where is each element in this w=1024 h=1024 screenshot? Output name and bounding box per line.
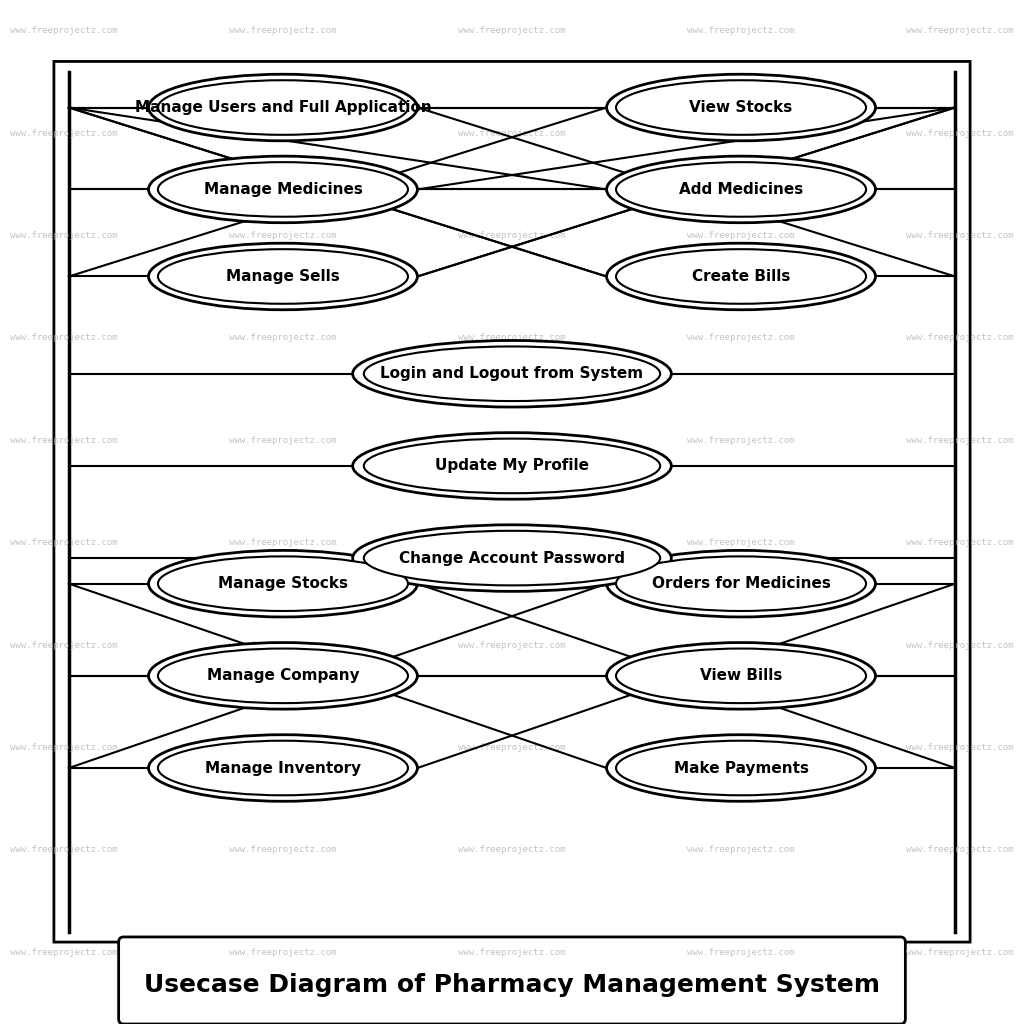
Text: Update My Profile: Update My Profile xyxy=(435,459,589,473)
Ellipse shape xyxy=(616,648,866,703)
Ellipse shape xyxy=(606,157,876,223)
Text: www.freeprojectz.com: www.freeprojectz.com xyxy=(906,641,1014,649)
Text: www.freeprojectz.com: www.freeprojectz.com xyxy=(687,948,795,956)
Ellipse shape xyxy=(148,735,418,801)
Ellipse shape xyxy=(364,530,660,586)
Text: Add Medicines: Add Medicines xyxy=(679,182,803,197)
Text: Manage Inventory: Manage Inventory xyxy=(205,761,361,775)
Text: www.freeprojectz.com: www.freeprojectz.com xyxy=(687,129,795,137)
Text: www.freeprojectz.com: www.freeprojectz.com xyxy=(10,539,118,547)
Text: www.freeprojectz.com: www.freeprojectz.com xyxy=(229,334,337,342)
Ellipse shape xyxy=(158,740,408,796)
Text: www.freeprojectz.com: www.freeprojectz.com xyxy=(459,129,565,137)
Text: www.freeprojectz.com: www.freeprojectz.com xyxy=(10,743,118,752)
Text: www.freeprojectz.com: www.freeprojectz.com xyxy=(10,129,118,137)
Ellipse shape xyxy=(364,346,660,401)
Text: www.freeprojectz.com: www.freeprojectz.com xyxy=(687,334,795,342)
Ellipse shape xyxy=(606,551,876,616)
Text: www.freeprojectz.com: www.freeprojectz.com xyxy=(459,231,565,240)
Text: Create Bills: Create Bills xyxy=(692,269,791,284)
Text: www.freeprojectz.com: www.freeprojectz.com xyxy=(906,231,1014,240)
Text: www.freeprojectz.com: www.freeprojectz.com xyxy=(687,743,795,752)
Text: Manage Medicines: Manage Medicines xyxy=(204,182,362,197)
Ellipse shape xyxy=(606,735,876,801)
Text: www.freeprojectz.com: www.freeprojectz.com xyxy=(229,846,337,854)
FancyBboxPatch shape xyxy=(119,937,905,1024)
Ellipse shape xyxy=(352,340,672,407)
Text: www.freeprojectz.com: www.freeprojectz.com xyxy=(10,846,118,854)
Ellipse shape xyxy=(158,648,408,703)
Text: View Bills: View Bills xyxy=(699,669,782,683)
Text: Manage Company: Manage Company xyxy=(207,669,359,683)
Text: Change Account Password: Change Account Password xyxy=(399,551,625,565)
Text: Make Payments: Make Payments xyxy=(674,761,809,775)
Text: www.freeprojectz.com: www.freeprojectz.com xyxy=(906,539,1014,547)
Ellipse shape xyxy=(148,551,418,616)
Text: www.freeprojectz.com: www.freeprojectz.com xyxy=(229,129,337,137)
Ellipse shape xyxy=(364,438,660,494)
Text: www.freeprojectz.com: www.freeprojectz.com xyxy=(459,846,565,854)
Text: www.freeprojectz.com: www.freeprojectz.com xyxy=(229,27,337,35)
Text: www.freeprojectz.com: www.freeprojectz.com xyxy=(459,641,565,649)
Ellipse shape xyxy=(616,80,866,135)
Text: www.freeprojectz.com: www.freeprojectz.com xyxy=(229,231,337,240)
Ellipse shape xyxy=(148,157,418,223)
Text: Manage Users and Full Application: Manage Users and Full Application xyxy=(134,100,431,115)
Text: Manage Sells: Manage Sells xyxy=(226,269,340,284)
Text: www.freeprojectz.com: www.freeprojectz.com xyxy=(459,334,565,342)
Ellipse shape xyxy=(158,556,408,611)
Ellipse shape xyxy=(148,643,418,709)
Text: www.freeprojectz.com: www.freeprojectz.com xyxy=(459,27,565,35)
Text: Usecase Diagram of Pharmacy Management System: Usecase Diagram of Pharmacy Management S… xyxy=(144,973,880,997)
Text: www.freeprojectz.com: www.freeprojectz.com xyxy=(10,948,118,956)
Ellipse shape xyxy=(158,249,408,304)
Ellipse shape xyxy=(148,243,418,309)
Text: www.freeprojectz.com: www.freeprojectz.com xyxy=(906,743,1014,752)
Text: Login and Logout from System: Login and Logout from System xyxy=(381,367,643,381)
Text: www.freeprojectz.com: www.freeprojectz.com xyxy=(906,334,1014,342)
Text: www.freeprojectz.com: www.freeprojectz.com xyxy=(906,436,1014,444)
Text: www.freeprojectz.com: www.freeprojectz.com xyxy=(906,129,1014,137)
Ellipse shape xyxy=(616,249,866,304)
Ellipse shape xyxy=(606,74,876,140)
Ellipse shape xyxy=(158,80,408,135)
Text: www.freeprojectz.com: www.freeprojectz.com xyxy=(687,846,795,854)
Ellipse shape xyxy=(606,243,876,309)
Ellipse shape xyxy=(616,740,866,796)
Text: www.freeprojectz.com: www.freeprojectz.com xyxy=(906,948,1014,956)
Ellipse shape xyxy=(616,556,866,611)
Text: Manage Stocks: Manage Stocks xyxy=(218,577,348,591)
Ellipse shape xyxy=(616,162,866,217)
Ellipse shape xyxy=(352,524,672,592)
Ellipse shape xyxy=(148,74,418,140)
Text: www.freeprojectz.com: www.freeprojectz.com xyxy=(687,436,795,444)
Text: www.freeprojectz.com: www.freeprojectz.com xyxy=(687,641,795,649)
Text: www.freeprojectz.com: www.freeprojectz.com xyxy=(687,231,795,240)
Text: www.freeprojectz.com: www.freeprojectz.com xyxy=(459,539,565,547)
Text: www.freeprojectz.com: www.freeprojectz.com xyxy=(459,436,565,444)
Text: www.freeprojectz.com: www.freeprojectz.com xyxy=(229,641,337,649)
Text: www.freeprojectz.com: www.freeprojectz.com xyxy=(459,948,565,956)
Text: www.freeprojectz.com: www.freeprojectz.com xyxy=(229,948,337,956)
Ellipse shape xyxy=(352,432,672,499)
Text: www.freeprojectz.com: www.freeprojectz.com xyxy=(687,27,795,35)
Text: www.freeprojectz.com: www.freeprojectz.com xyxy=(10,27,118,35)
Text: www.freeprojectz.com: www.freeprojectz.com xyxy=(459,743,565,752)
Ellipse shape xyxy=(606,643,876,709)
FancyBboxPatch shape xyxy=(54,61,970,942)
Text: www.freeprojectz.com: www.freeprojectz.com xyxy=(687,539,795,547)
Text: www.freeprojectz.com: www.freeprojectz.com xyxy=(10,436,118,444)
Text: www.freeprojectz.com: www.freeprojectz.com xyxy=(229,436,337,444)
Text: www.freeprojectz.com: www.freeprojectz.com xyxy=(10,641,118,649)
Text: View Stocks: View Stocks xyxy=(689,100,793,115)
Text: www.freeprojectz.com: www.freeprojectz.com xyxy=(10,231,118,240)
Text: www.freeprojectz.com: www.freeprojectz.com xyxy=(906,846,1014,854)
Text: www.freeprojectz.com: www.freeprojectz.com xyxy=(10,334,118,342)
Text: www.freeprojectz.com: www.freeprojectz.com xyxy=(229,539,337,547)
Ellipse shape xyxy=(158,162,408,217)
Text: www.freeprojectz.com: www.freeprojectz.com xyxy=(906,27,1014,35)
Text: Orders for Medicines: Orders for Medicines xyxy=(651,577,830,591)
Text: www.freeprojectz.com: www.freeprojectz.com xyxy=(229,743,337,752)
